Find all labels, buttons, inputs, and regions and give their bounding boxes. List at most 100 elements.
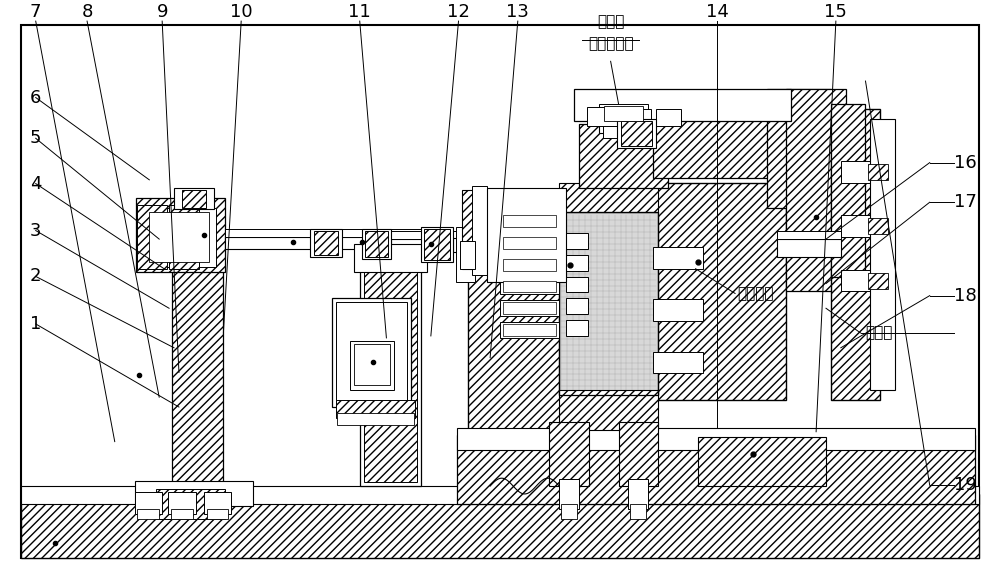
Text: 7: 7 (30, 3, 41, 21)
Text: 17: 17 (954, 193, 977, 211)
Text: 5: 5 (30, 129, 41, 147)
Bar (365, 231, 388, 257)
Bar (174, 188, 214, 210)
Bar (767, 89, 831, 207)
Bar (868, 164, 888, 180)
Text: 15: 15 (824, 3, 847, 21)
Bar (225, 237, 433, 249)
Bar (137, 509, 159, 519)
Text: 18: 18 (954, 286, 977, 305)
Bar (653, 119, 786, 178)
Bar (653, 183, 786, 400)
Text: 4: 4 (30, 175, 41, 193)
Bar (559, 479, 579, 509)
Bar (559, 183, 658, 213)
Text: 11: 11 (348, 3, 371, 21)
Bar (503, 281, 556, 292)
Bar (868, 218, 888, 234)
Bar (619, 422, 658, 486)
Bar (500, 257, 559, 273)
Bar (21, 494, 979, 558)
Bar (500, 322, 559, 338)
Bar (360, 249, 421, 486)
Bar (786, 89, 846, 292)
Bar (457, 428, 975, 450)
Bar (587, 107, 622, 127)
Bar (777, 231, 841, 239)
Text: 介质入口: 介质入口 (737, 286, 774, 301)
Bar (604, 106, 643, 120)
Text: 3: 3 (30, 222, 41, 240)
Bar (841, 270, 870, 292)
Bar (362, 229, 391, 259)
Bar (559, 213, 658, 395)
Bar (468, 203, 562, 430)
Bar (332, 299, 411, 407)
Bar (561, 504, 577, 519)
Text: 实验时堵上: 实验时堵上 (588, 37, 633, 52)
Bar (503, 259, 556, 270)
Bar (698, 437, 826, 486)
Bar (456, 227, 475, 281)
Bar (468, 198, 562, 262)
Text: 9: 9 (156, 3, 168, 21)
Bar (472, 186, 487, 274)
Bar (503, 303, 556, 314)
Text: 出气口: 出气口 (597, 14, 624, 29)
Bar (841, 161, 870, 183)
Bar (559, 213, 658, 395)
Bar (336, 303, 407, 403)
Bar (135, 481, 253, 506)
Bar (457, 435, 975, 504)
Bar (391, 231, 470, 239)
Bar (617, 119, 656, 148)
Bar (169, 205, 199, 269)
Text: 6: 6 (30, 89, 41, 107)
Text: 8: 8 (81, 3, 93, 21)
Bar (574, 89, 791, 120)
Bar (364, 253, 417, 482)
Bar (831, 109, 880, 400)
Text: 2: 2 (30, 268, 41, 285)
Bar (462, 190, 487, 269)
Text: 1: 1 (30, 315, 41, 333)
Bar (172, 242, 223, 494)
Bar (503, 324, 556, 336)
Bar (421, 227, 453, 262)
Bar (350, 341, 394, 390)
Bar (500, 213, 559, 229)
Bar (603, 127, 642, 138)
Bar (653, 299, 703, 321)
Bar (156, 489, 225, 519)
Bar (182, 190, 206, 207)
Bar (870, 119, 895, 390)
Text: 12: 12 (447, 3, 470, 21)
Bar (653, 247, 703, 269)
Text: 14: 14 (706, 3, 729, 21)
Bar (500, 300, 559, 316)
Bar (549, 422, 589, 486)
Text: 密封腔: 密封腔 (865, 325, 893, 340)
Text: 10: 10 (230, 3, 252, 21)
Bar (503, 237, 556, 249)
Bar (144, 207, 216, 267)
Bar (135, 492, 162, 514)
Bar (207, 509, 228, 519)
Bar (621, 120, 652, 146)
Bar (137, 205, 167, 269)
Bar (630, 504, 646, 519)
Bar (149, 213, 209, 262)
Bar (599, 104, 648, 124)
Bar (391, 239, 470, 251)
Bar (566, 320, 588, 336)
Bar (609, 109, 638, 124)
Bar (566, 233, 588, 249)
Bar (310, 229, 342, 257)
Bar (579, 124, 668, 188)
Bar (500, 278, 559, 295)
Bar (599, 113, 648, 134)
Bar (628, 479, 648, 509)
Bar (500, 235, 559, 251)
Bar (566, 299, 588, 314)
Bar (21, 486, 979, 504)
